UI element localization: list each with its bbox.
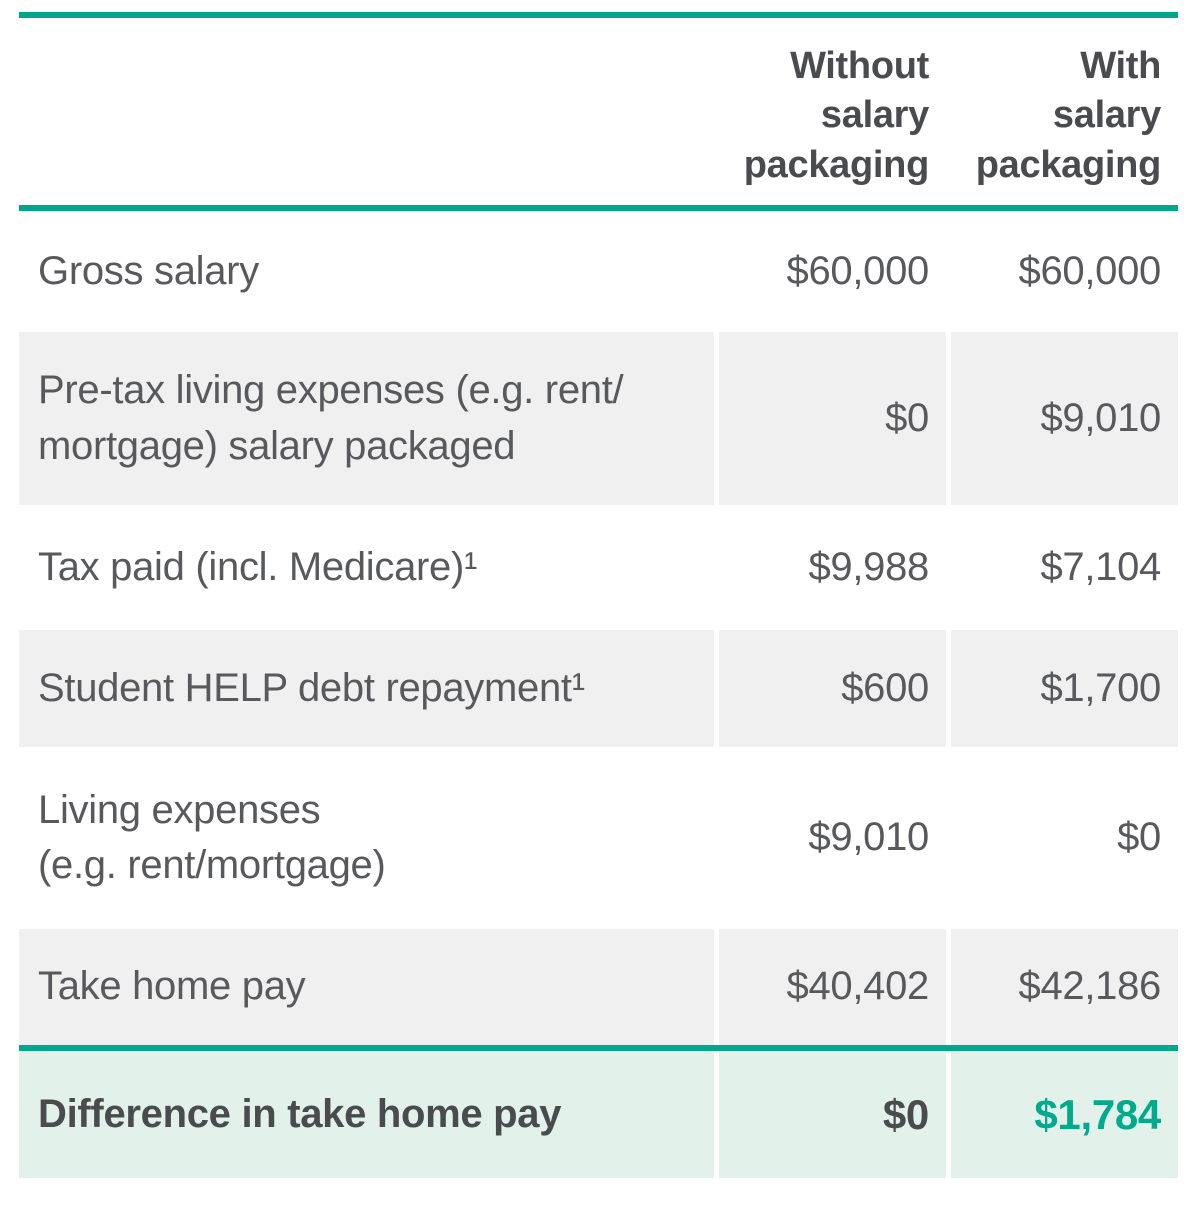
table-row-living-expenses: Living expenses (e.g. rent/mortgage) $9,… xyxy=(19,747,1178,929)
value-without: $9,988 xyxy=(808,544,929,589)
value-with: $1,700 xyxy=(951,630,1178,747)
table-row-take-home-pay: Take home pay $40,402 $42,186 xyxy=(19,929,1178,1045)
table-row-tax-paid: Tax paid (incl. Medicare)¹ $9,988 $7,104 xyxy=(19,505,1178,630)
table-row-pretax-living-expenses: Pre-tax living expenses (e.g. rent/ mort… xyxy=(19,332,1178,505)
table-header-row: Without salary packaging With salary pac… xyxy=(19,18,1178,205)
row-label: Take home pay xyxy=(19,929,714,1045)
value-without: $0 xyxy=(719,332,946,505)
total-row-top-rule xyxy=(19,1045,1178,1051)
row-label: Living expenses (e.g. rent/mortgage) xyxy=(38,787,386,887)
table-row-student-help-debt: Student HELP debt repayment¹ $600 $1,700 xyxy=(19,630,1178,747)
value-without: $60,000 xyxy=(786,248,930,293)
top-accent-rule xyxy=(19,12,1178,18)
value-without: $9,010 xyxy=(808,815,929,860)
row-label: Pre-tax living expenses (e.g. rent/ mort… xyxy=(19,332,714,505)
row-label: Student HELP debt repayment¹ xyxy=(19,630,714,747)
table-row-gross-salary: Gross salary $60,000 $60,000 xyxy=(19,211,1178,332)
value-with: $60,000 xyxy=(1018,248,1162,293)
row-label: Tax paid (incl. Medicare)¹ xyxy=(38,544,478,589)
table-row-difference-take-home-pay: Difference in take home pay $0 $1,784 xyxy=(19,1051,1178,1178)
value-without: $40,402 xyxy=(719,929,946,1045)
header-with-salary-packaging: With salary packaging xyxy=(975,45,1162,186)
header-underline-rule xyxy=(19,205,1178,211)
total-value-without: $0 xyxy=(719,1051,946,1178)
value-with: $0 xyxy=(1117,815,1161,860)
salary-packaging-comparison-table: Without salary packaging With salary pac… xyxy=(19,12,1178,1178)
row-label: Gross salary xyxy=(38,248,259,293)
header-without-salary-packaging: Without salary packaging xyxy=(743,45,930,186)
value-with: $9,010 xyxy=(951,332,1178,505)
value-without: $600 xyxy=(719,630,946,747)
total-row-label: Difference in take home pay xyxy=(19,1051,714,1178)
total-value-with: $1,784 xyxy=(951,1051,1178,1178)
header-empty-cell xyxy=(19,18,714,205)
value-with: $42,186 xyxy=(951,929,1178,1045)
value-with: $7,104 xyxy=(1040,544,1161,589)
